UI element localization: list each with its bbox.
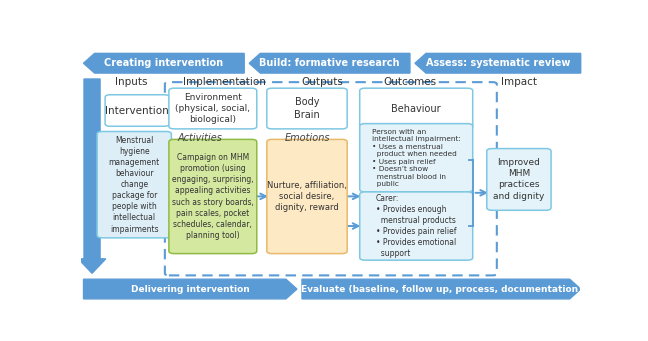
Text: Assess: systematic review: Assess: systematic review — [426, 58, 570, 68]
Text: Intervention: Intervention — [106, 105, 169, 116]
FancyBboxPatch shape — [267, 139, 347, 254]
Polygon shape — [415, 54, 581, 73]
Text: Person with an
intellectual impairment:
• Uses a menstrual
  product when needed: Person with an intellectual impairment: … — [372, 129, 461, 187]
Text: Outputs: Outputs — [301, 77, 343, 87]
Text: Activities: Activities — [178, 133, 223, 143]
FancyBboxPatch shape — [105, 95, 169, 126]
FancyBboxPatch shape — [169, 88, 257, 129]
Text: Impact: Impact — [502, 77, 537, 87]
Text: Implementation: Implementation — [183, 77, 266, 87]
Text: Carer:
• Provides enough
  menstrual products
• Provides pain relief
• Provides : Carer: • Provides enough menstrual produ… — [376, 194, 456, 258]
FancyArrow shape — [78, 79, 106, 273]
Text: Environment
(physical, social,
biological): Environment (physical, social, biologica… — [176, 93, 250, 124]
Polygon shape — [84, 279, 297, 299]
FancyBboxPatch shape — [360, 192, 472, 260]
Text: Delivering intervention: Delivering intervention — [131, 284, 249, 294]
Text: Emotions: Emotions — [284, 133, 330, 143]
Polygon shape — [302, 279, 581, 299]
Polygon shape — [249, 54, 410, 73]
FancyBboxPatch shape — [360, 124, 472, 192]
FancyBboxPatch shape — [487, 149, 551, 210]
Text: Campaign on MHM
promotion (using
engaging, surprising,
appealing activities
such: Campaign on MHM promotion (using engagin… — [172, 153, 254, 240]
Polygon shape — [84, 54, 244, 73]
Text: Build: formative research: Build: formative research — [259, 58, 400, 68]
FancyBboxPatch shape — [360, 88, 472, 129]
Text: Evaluate (baseline, follow up, process, documentation): Evaluate (baseline, follow up, process, … — [301, 284, 582, 294]
Text: Outcomes: Outcomes — [384, 77, 437, 87]
Text: Improved
MHM
practices
and dignity: Improved MHM practices and dignity — [493, 158, 544, 201]
FancyBboxPatch shape — [169, 139, 257, 254]
Text: Behaviour: Behaviour — [391, 104, 441, 114]
Text: Menstrual
hygiene
management
behaviour
change
package for
people with
intellectu: Menstrual hygiene management behaviour c… — [109, 136, 160, 234]
Text: Body
Brain: Body Brain — [294, 97, 320, 120]
FancyBboxPatch shape — [97, 132, 171, 238]
Text: Nurture, affiliation,
social desire,
dignity, reward: Nurture, affiliation, social desire, dig… — [267, 181, 347, 212]
Text: Inputs: Inputs — [115, 77, 148, 87]
FancyBboxPatch shape — [267, 88, 347, 129]
Text: Creating intervention: Creating intervention — [104, 58, 224, 68]
